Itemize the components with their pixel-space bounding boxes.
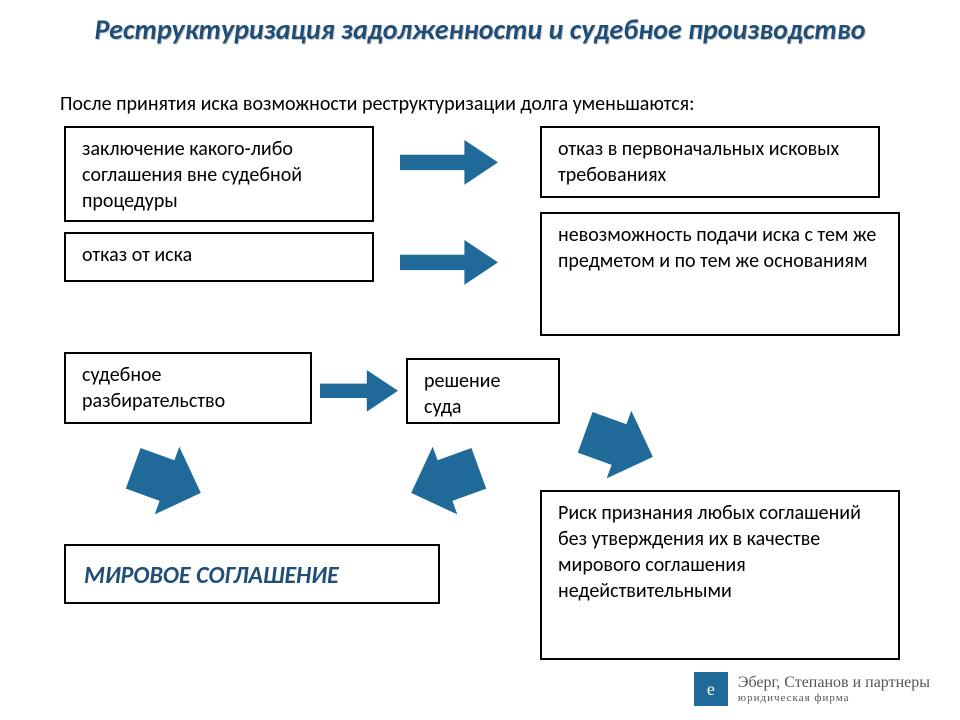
arrow-5 bbox=[574, 396, 664, 486]
box-agreement-outside-court: заключение какого-либо соглашения вне су… bbox=[64, 126, 374, 222]
arrow-0 bbox=[400, 140, 498, 185]
page-title: Реструктуризация задолженности и судебно… bbox=[0, 12, 960, 47]
logo-line1: Эберг, Степанов и партнеры bbox=[738, 674, 930, 692]
logo-text: Эберг, Степанов и партнеры юридическая ф… bbox=[738, 674, 930, 704]
box-court-decision: решение суда bbox=[406, 358, 560, 424]
box-claim-withdrawal: отказ от иска bbox=[64, 232, 374, 282]
box-refusal-initial-claims: отказ в первоначальных исковых требовани… bbox=[540, 126, 880, 198]
footer-logo: e Эберг, Степанов и партнеры юридическая… bbox=[694, 672, 930, 706]
logo-mark: e bbox=[694, 672, 728, 706]
page-subtitle: После принятия иска возможности реструкт… bbox=[60, 92, 695, 116]
arrow-1 bbox=[400, 240, 498, 285]
arrow-4 bbox=[400, 432, 490, 522]
logo-line2: юридическая фирма bbox=[738, 692, 930, 704]
arrow-2 bbox=[320, 370, 398, 412]
box-cannot-refile: невозможность подачи иска с тем же предм… bbox=[540, 212, 900, 336]
arrow-3 bbox=[122, 432, 212, 522]
box-settlement-agreement: МИРОВОЕ СОГЛАШЕНИЕ bbox=[64, 544, 440, 604]
box-risk-invalid: Риск признания любых соглашений без утве… bbox=[540, 490, 900, 660]
box-court-proceedings: судебное разбирательство bbox=[64, 352, 312, 424]
